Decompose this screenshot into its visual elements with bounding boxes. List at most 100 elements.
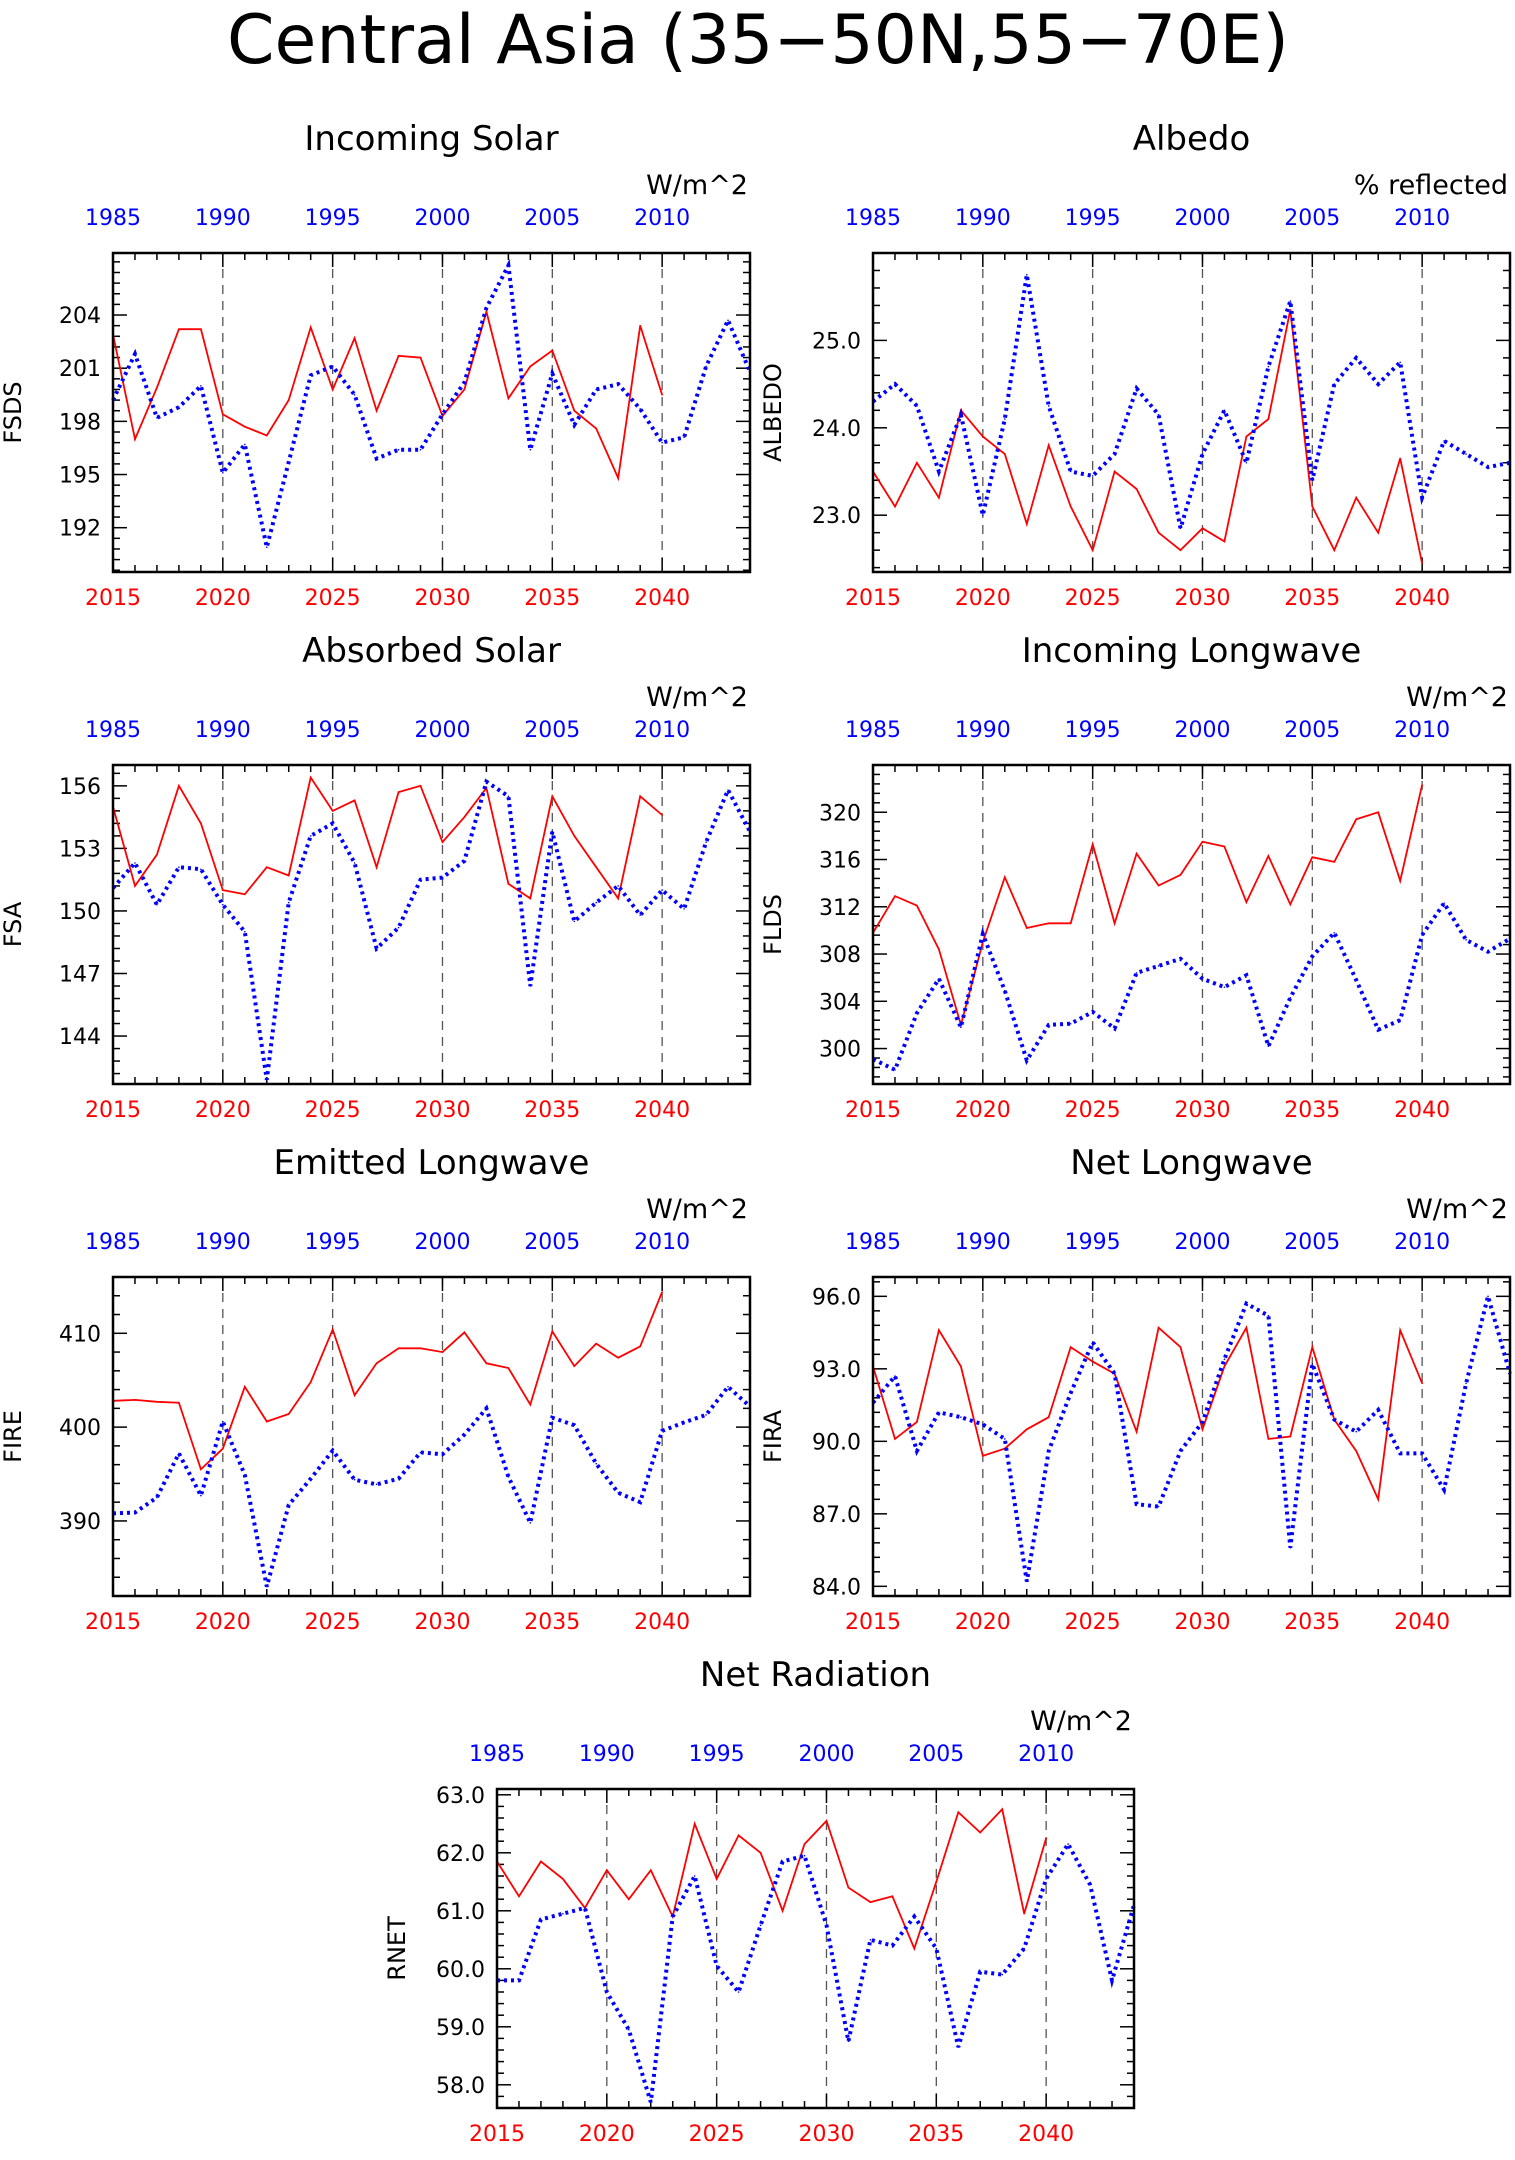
data-point — [1023, 1912, 1025, 1915]
series-line-red — [112, 775, 663, 901]
x-tick-label-top: 2000 — [414, 1230, 470, 1255]
data-point — [1245, 1302, 1248, 1305]
x-tick-label-bottom: 2025 — [305, 1610, 361, 1635]
data-point — [1421, 562, 1423, 565]
data-point — [825, 1924, 828, 1927]
data-point — [1003, 418, 1006, 420]
series-line-blue — [112, 1383, 752, 1588]
series-line-red — [872, 1325, 1423, 1503]
data-point — [397, 791, 400, 793]
data-point — [916, 461, 918, 464]
data-point — [1399, 1019, 1401, 1021]
data-point — [134, 862, 136, 864]
data-point — [287, 901, 290, 904]
data-point — [916, 405, 918, 407]
y-axis-label: FSDS — [0, 381, 27, 443]
data-point — [693, 1823, 696, 1825]
data-point — [1267, 1438, 1270, 1440]
data-point — [1355, 979, 1358, 981]
x-tick-label-bottom: 2020 — [955, 1610, 1011, 1635]
y-axis-label: FLDS — [759, 894, 787, 955]
x-tick-label-bottom: 2020 — [195, 1610, 251, 1635]
data-point — [573, 1424, 576, 1427]
data-point — [1135, 1430, 1138, 1433]
data-point — [507, 1476, 510, 1478]
data-point — [894, 383, 896, 385]
data-point — [1157, 413, 1160, 416]
data-point — [916, 1421, 918, 1423]
data-point — [1377, 811, 1380, 814]
x-tick-label-bottom: 2030 — [798, 2122, 854, 2147]
data-point — [1487, 466, 1489, 468]
data-point — [938, 978, 940, 980]
data-point — [759, 1852, 762, 1854]
y-tick-label: 59.0 — [436, 2016, 485, 2041]
data-point — [1421, 934, 1423, 936]
data-point — [529, 1403, 532, 1406]
data-point — [982, 435, 984, 438]
data-point — [1025, 1428, 1028, 1431]
data-point — [894, 895, 896, 897]
data-point — [1157, 884, 1160, 887]
data-point — [1311, 955, 1314, 958]
data-point — [1333, 549, 1336, 551]
x-tick-label-top: 1995 — [689, 1742, 745, 1767]
data-point — [1377, 1498, 1380, 1501]
data-point — [441, 415, 444, 417]
data-point — [463, 1433, 466, 1436]
data-point — [595, 866, 598, 868]
panel-title: Incoming Longwave — [1022, 631, 1362, 671]
data-point — [1465, 453, 1467, 455]
data-point — [1047, 1024, 1050, 1026]
panel-units: % reflected — [1354, 170, 1508, 201]
data-point — [243, 1474, 246, 1476]
data-point — [649, 1869, 652, 1871]
y-tick-label: 312 — [819, 896, 861, 921]
data-point — [562, 1878, 564, 1880]
data-point — [705, 1414, 707, 1416]
x-tick-label-bottom: 2035 — [1284, 586, 1340, 611]
data-point — [683, 436, 685, 439]
x-tick-label-top: 2010 — [1018, 1742, 1074, 1767]
data-point — [331, 365, 334, 368]
plot-frame — [495, 1787, 1136, 2110]
data-point — [287, 399, 290, 401]
data-point — [617, 885, 620, 887]
y-tick-label: 23.0 — [812, 504, 861, 529]
data-point — [913, 1947, 916, 1950]
y-tick-label: 84.0 — [812, 1575, 861, 1600]
x-tick-label-top: 2010 — [1394, 206, 1450, 231]
data-point — [178, 866, 180, 868]
data-point — [661, 814, 663, 816]
data-point — [529, 1522, 532, 1524]
data-point — [913, 1915, 916, 1918]
data-point — [243, 893, 246, 896]
x-tick-label-bottom: 2035 — [1284, 1610, 1340, 1635]
x-tick-label-bottom: 2015 — [85, 1610, 141, 1635]
data-point — [1067, 1843, 1069, 1845]
data-point — [1001, 1808, 1004, 1811]
data-point — [178, 406, 180, 408]
data-point — [375, 1483, 378, 1486]
data-point — [551, 1330, 554, 1333]
data-point — [1289, 1546, 1292, 1549]
data-point — [265, 434, 268, 437]
data-point — [938, 470, 940, 473]
data-point — [518, 1979, 520, 1982]
data-point — [573, 920, 576, 923]
data-point — [222, 889, 224, 891]
data-point — [617, 477, 620, 479]
data-point — [584, 1907, 586, 1909]
data-point — [1047, 1450, 1050, 1452]
data-point — [1091, 549, 1094, 551]
data-point — [134, 438, 136, 440]
data-point — [916, 1012, 918, 1014]
data-point — [938, 1329, 940, 1331]
x-tick-label-bottom: 2015 — [85, 586, 141, 611]
y-tick-label: 390 — [59, 1510, 101, 1535]
y-axis-label: FIRE — [0, 1410, 27, 1463]
x-tick-label-bottom: 2025 — [689, 2122, 745, 2147]
data-point — [178, 1401, 180, 1404]
data-point — [661, 441, 663, 444]
